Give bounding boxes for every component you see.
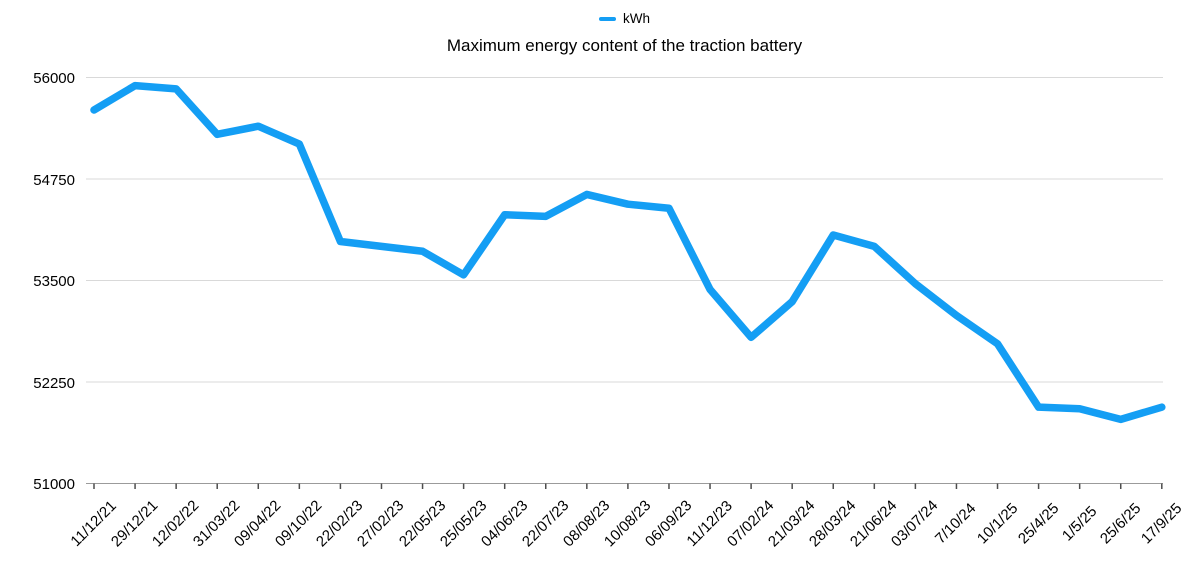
chart-title: Maximum energy content of the traction b… (446, 36, 803, 55)
kwh-series-legend-marker (599, 17, 616, 21)
y-axis-label: 51000 (33, 476, 75, 493)
chart-legend: kWh (86, 9, 1163, 29)
series-kwh-line (90, 81, 1166, 424)
kwh-series-legend-label: kWh (623, 11, 650, 26)
y-axis-label: 54750 (33, 171, 75, 189)
y-axis-label: 53500 (33, 273, 75, 290)
y-axis-label: 56000 (33, 70, 75, 87)
y-axis-label: 52250 (33, 374, 75, 392)
